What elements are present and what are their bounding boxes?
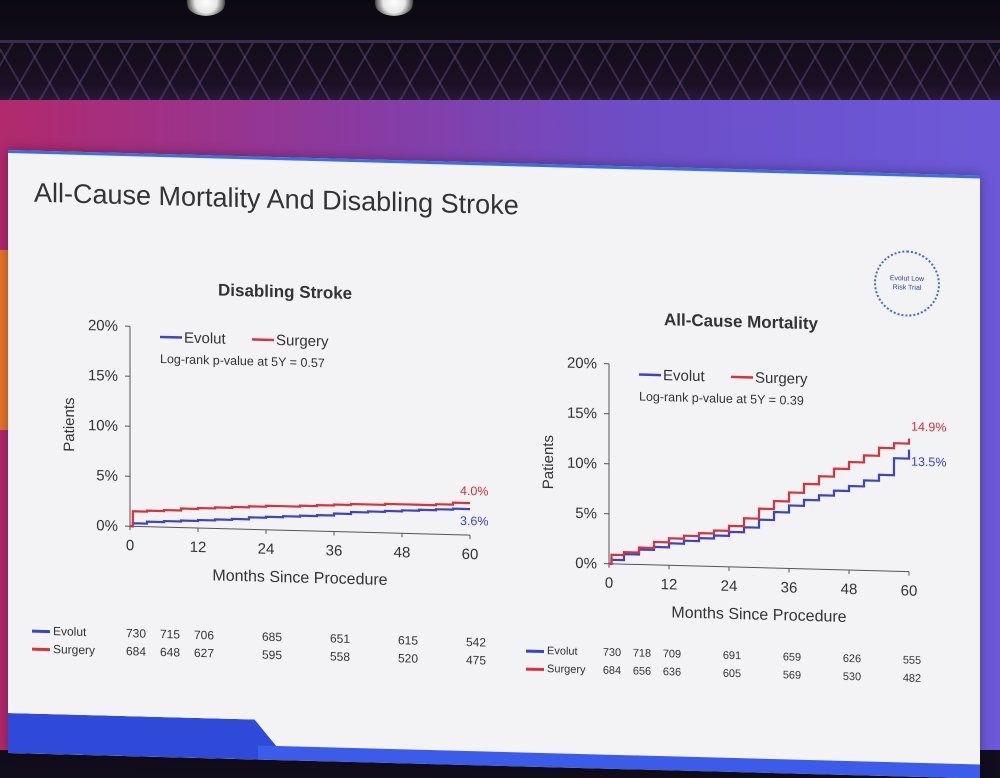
- at-risk-value: 475: [458, 653, 494, 668]
- x-tick-label: 12: [661, 576, 678, 593]
- x-axis-label: Months Since Procedure: [212, 567, 387, 589]
- at-risk-row-label: Evolut: [526, 645, 578, 658]
- at-risk-value: 615: [390, 633, 426, 648]
- at-risk-value: 595: [254, 647, 290, 662]
- x-tick-label: 24: [258, 541, 275, 558]
- at-risk-value: 648: [152, 645, 188, 660]
- slide-title: All-Cause Mortality And Disabling Stroke: [34, 178, 519, 222]
- trial-badge: Evolut Low Risk Trial: [874, 250, 940, 318]
- y-tick-label: 20%: [567, 355, 597, 373]
- y-tick-label: 20%: [88, 317, 118, 335]
- x-tick-label: 36: [326, 542, 343, 559]
- slide-footer-accent: [8, 713, 288, 760]
- y-tick-label: 0%: [575, 555, 597, 573]
- at-risk-name: Surgery: [547, 663, 586, 676]
- at-risk-value: 709: [654, 648, 690, 661]
- disabling-stroke-chart: 0% 5% 10% 15% 20% 0 12 24 36 48 60 Months Since Pro…: [48, 294, 518, 606]
- at-risk-value: 627: [186, 646, 222, 661]
- all-cause-mortality-chart: 0% 5% 10% 15% 20% 0 12 24 36 48 60 Months Since Pro…: [513, 326, 953, 638]
- x-tick-label: 24: [721, 578, 738, 595]
- x-tick-label: 48: [394, 544, 411, 561]
- legend-label-evolut: Evolut: [663, 367, 706, 385]
- y-tick-label: 5%: [575, 505, 597, 523]
- end-label-evolut: 13.5%: [911, 455, 946, 470]
- x-tick-label: 60: [462, 546, 479, 563]
- at-risk-value: 691: [714, 649, 750, 662]
- y-tick-label: 5%: [96, 467, 118, 485]
- at-risk-swatch: [526, 667, 544, 670]
- at-risk-value: 659: [774, 651, 810, 664]
- at-risk-value: 706: [186, 628, 222, 643]
- x-axis-label: Months Since Procedure: [671, 604, 846, 626]
- at-risk-value: 558: [322, 649, 358, 664]
- at-risk-value: 730: [118, 626, 154, 641]
- at-risk-name: Evolut: [53, 624, 86, 639]
- y-tick-label: 0%: [96, 517, 118, 535]
- trial-badge-text: Evolut Low Risk Trial: [885, 274, 929, 293]
- legend-label-surgery: Surgery: [276, 332, 329, 350]
- x-tick-label: 48: [841, 581, 858, 598]
- log-rank-annotation: Log-rank p-value at 5Y = 0.39: [639, 390, 804, 408]
- at-risk-value: 482: [894, 672, 930, 685]
- at-risk-swatch: [32, 630, 50, 633]
- at-risk-value: 520: [390, 651, 426, 666]
- legend-swatch-surgery: [252, 339, 274, 340]
- presentation-slide: All-Cause Mortality And Disabling Stroke…: [8, 150, 980, 778]
- legend-label-evolut: Evolut: [184, 330, 227, 348]
- at-risk-value: 555: [894, 654, 930, 667]
- at-risk-row-label: Surgery: [526, 663, 586, 677]
- y-tick-label: 15%: [567, 405, 597, 423]
- log-rank-annotation: Log-rank p-value at 5Y = 0.57: [160, 352, 325, 370]
- at-risk-name: Surgery: [53, 642, 95, 657]
- legend-swatch-surgery: [731, 377, 753, 378]
- x-tick-label: 36: [781, 579, 798, 596]
- at-risk-value: 626: [834, 653, 870, 666]
- x-axis: [130, 526, 470, 535]
- at-risk-swatch: [526, 649, 544, 652]
- at-risk-value: 636: [654, 666, 690, 679]
- end-label-evolut: 3.6%: [460, 514, 488, 529]
- at-risk-swatch: [32, 648, 50, 651]
- y-axis-label: Patients: [540, 435, 557, 490]
- x-axis: [609, 564, 909, 572]
- at-risk-value: 605: [714, 667, 750, 680]
- legend-swatch-evolut: [160, 337, 182, 338]
- at-risk-row-label: Evolut: [32, 624, 86, 639]
- at-risk-value: 569: [774, 669, 810, 682]
- at-risk-value: 684: [118, 644, 154, 659]
- x-tick-label: 60: [901, 582, 918, 599]
- at-risk-name: Evolut: [547, 645, 578, 658]
- at-risk-row-label: Surgery: [32, 642, 95, 658]
- at-risk-value: 651: [322, 631, 358, 646]
- at-risk-value: 685: [254, 629, 290, 644]
- end-label-surgery: 14.9%: [911, 420, 946, 435]
- y-axis-label: Patients: [61, 397, 78, 452]
- end-label-surgery: 4.0%: [460, 484, 488, 499]
- lighting-truss: [0, 40, 1000, 106]
- y-tick-label: 10%: [88, 417, 118, 435]
- slide-footer-bar: [258, 746, 980, 778]
- at-risk-value: 715: [152, 627, 188, 642]
- at-risk-value: 542: [458, 635, 494, 650]
- x-tick-label: 0: [605, 575, 613, 592]
- at-risk-value: 530: [834, 671, 870, 684]
- y-tick-label: 15%: [88, 367, 118, 385]
- y-tick-label: 10%: [567, 455, 597, 473]
- x-tick-label: 12: [190, 539, 207, 556]
- legend-label-surgery: Surgery: [755, 370, 808, 388]
- x-tick-label: 0: [126, 537, 134, 554]
- legend-swatch-evolut: [639, 375, 661, 376]
